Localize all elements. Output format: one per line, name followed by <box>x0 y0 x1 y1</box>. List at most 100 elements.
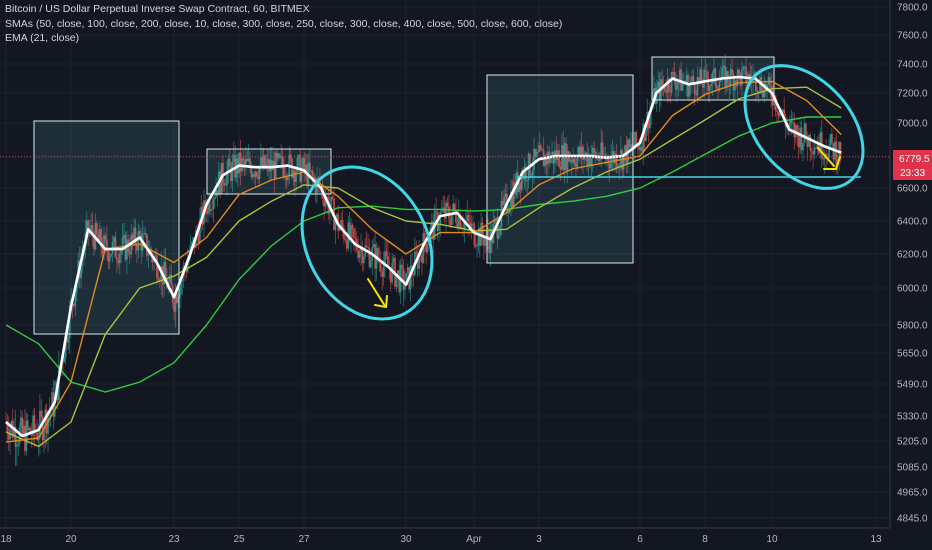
candle-body <box>728 82 731 86</box>
candle-body <box>695 93 697 96</box>
candle-body <box>170 274 173 286</box>
x-tick-label: 18 <box>0 534 12 545</box>
candle-body <box>344 239 347 241</box>
candle-body <box>757 91 760 93</box>
candle-body <box>345 240 348 249</box>
candle-body <box>287 176 289 181</box>
candle-body <box>531 170 534 176</box>
candle-body <box>829 134 832 145</box>
candle-body <box>533 148 535 171</box>
candle-body <box>368 247 371 267</box>
candle-body <box>804 123 807 139</box>
ema-study-label[interactable]: EMA (21, close) <box>5 32 80 44</box>
candle-body <box>405 273 408 286</box>
sma-study-label[interactable]: SMAs (50, close, 100, close, 200, close,… <box>5 17 563 30</box>
candle-body <box>732 74 735 91</box>
candle-body <box>523 166 526 179</box>
candle-body <box>472 223 474 225</box>
candle-body <box>522 173 525 179</box>
candle-body <box>377 247 379 261</box>
candle-body <box>245 159 247 165</box>
candle-body <box>482 236 485 246</box>
candle-body <box>673 72 676 82</box>
candle-body <box>645 130 647 141</box>
candle-body <box>33 415 36 432</box>
candle-body <box>624 145 626 154</box>
candle-body <box>761 91 764 98</box>
candle-body <box>426 245 429 252</box>
candle-body <box>17 443 20 446</box>
candle-body <box>134 227 137 246</box>
candle-body <box>456 222 459 228</box>
candle-body <box>43 430 45 441</box>
candle-body <box>810 150 813 152</box>
candle-body <box>549 157 552 163</box>
candle-body <box>718 81 721 91</box>
candle-body <box>639 146 642 151</box>
last-price-badge: 6779.5 23:33 <box>893 150 932 180</box>
candle-body <box>251 174 254 177</box>
candle-body <box>358 251 361 258</box>
candle-body <box>518 182 520 192</box>
candle-body <box>324 200 327 207</box>
y-tick-label: 5085.0 <box>897 463 928 474</box>
candle-body <box>40 410 43 417</box>
candle-body <box>15 445 18 447</box>
candle-body <box>767 77 770 85</box>
candle-body <box>232 155 235 163</box>
candle-body <box>583 156 586 160</box>
candle-body <box>706 71 708 83</box>
candle-body <box>519 182 522 190</box>
candle-body <box>258 166 261 179</box>
candle-body <box>382 263 385 277</box>
candle-body <box>22 425 25 435</box>
price-axis[interactable] <box>0 0 891 529</box>
candle-body <box>128 251 131 255</box>
down-arrow <box>367 278 388 309</box>
candle-body <box>551 151 553 158</box>
y-tick-label: 6400.0 <box>897 217 928 228</box>
candle-body <box>7 432 10 440</box>
candle-body <box>473 223 476 246</box>
candle-body <box>272 161 274 171</box>
candle-body <box>175 291 178 303</box>
candle-body <box>212 199 215 210</box>
y-tick-label: 5330.0 <box>897 412 928 423</box>
candle-body <box>539 145 542 150</box>
candle-body <box>520 173 523 190</box>
candle-body <box>226 170 228 186</box>
candle-body <box>261 157 264 168</box>
candle-body <box>572 158 575 163</box>
candle-body <box>295 172 298 182</box>
candle-body <box>396 270 399 275</box>
candle-body <box>53 395 56 417</box>
candle-body <box>633 132 636 150</box>
candle-body <box>87 220 90 232</box>
candle-body <box>809 135 812 151</box>
candle-body <box>452 203 455 215</box>
y-tick-label: 7200.0 <box>897 89 928 100</box>
candle-body <box>117 260 120 264</box>
candle-body <box>816 144 819 149</box>
candle-body <box>297 155 300 158</box>
candle-body <box>249 158 251 168</box>
candle-body <box>635 132 638 145</box>
x-tick-label: 23 <box>168 534 180 545</box>
symbol-title[interactable]: Bitcoin / US Dollar Perpetual Inverse Sw… <box>5 3 310 15</box>
candle-body <box>285 176 288 181</box>
candle-body <box>246 159 249 162</box>
candle-body <box>484 237 487 246</box>
candle-body <box>32 415 35 436</box>
candle-body <box>800 127 803 151</box>
candle-body <box>797 132 800 148</box>
candle-body <box>190 242 193 246</box>
y-tick-label: 7600.0 <box>897 31 928 42</box>
candle-body <box>580 146 583 158</box>
y-tick-label: 5490.0 <box>897 380 928 391</box>
candle-body <box>343 228 345 240</box>
candle-body <box>180 281 182 295</box>
candle-body <box>793 122 796 138</box>
candle-body <box>389 269 392 283</box>
candle-body <box>674 81 677 90</box>
